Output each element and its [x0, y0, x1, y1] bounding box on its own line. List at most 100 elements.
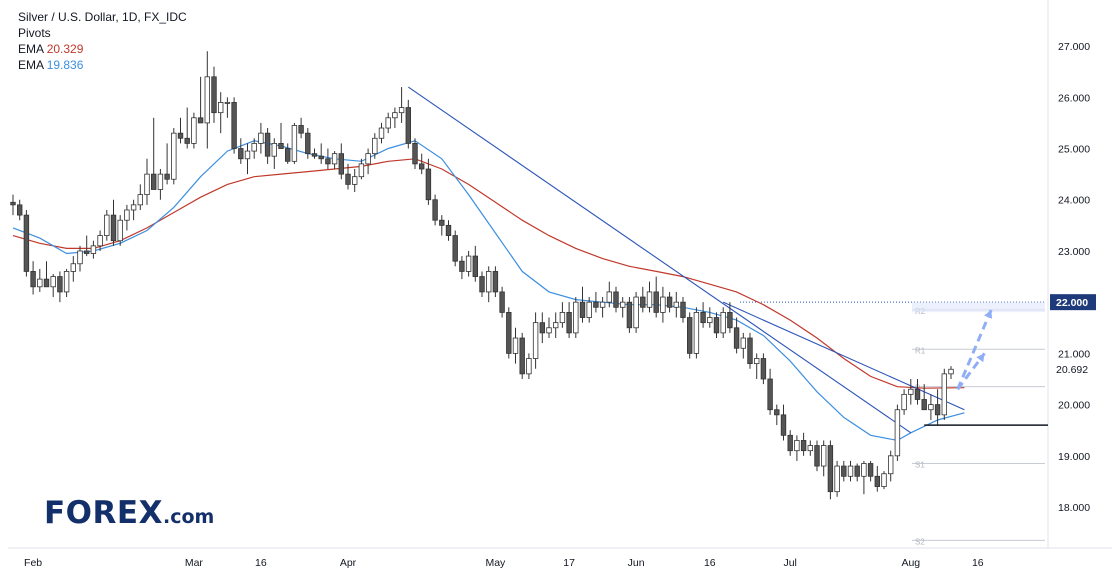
pivot-label-s2: S2 [915, 537, 925, 546]
candle [633, 291, 639, 333]
y-tick-label: 24.000 [1058, 195, 1090, 207]
candle [432, 194, 438, 226]
candle-body [914, 388, 921, 400]
candle-body [418, 163, 425, 170]
candle [492, 266, 499, 298]
candle-body [472, 255, 478, 277]
candle [720, 307, 726, 339]
candle-body [934, 404, 941, 416]
candle [365, 148, 371, 175]
candle [57, 271, 63, 303]
candle-body [720, 312, 726, 334]
candle [418, 153, 425, 175]
candle [425, 158, 432, 205]
candle [385, 112, 391, 134]
candle-body [184, 137, 190, 144]
candle-body [298, 125, 304, 134]
candle-body [874, 475, 880, 487]
candle-body [687, 317, 693, 354]
candle-body [104, 214, 110, 236]
candle [43, 261, 50, 288]
candle [311, 148, 318, 159]
candle-body [553, 322, 559, 329]
candle-body [385, 117, 391, 129]
candle [171, 128, 177, 185]
candle [546, 317, 552, 339]
candle [526, 353, 532, 379]
candle [231, 97, 237, 154]
last-price-box [1050, 361, 1096, 378]
candle-body [271, 143, 277, 157]
candle-body [224, 102, 231, 104]
candle [861, 460, 867, 495]
candle [780, 404, 787, 441]
candle [673, 291, 679, 318]
candle-body [620, 301, 626, 308]
candle-body [901, 393, 907, 411]
candle-body [733, 327, 740, 349]
candle-body [834, 465, 840, 493]
forecast-arrow-head-2 [984, 309, 993, 319]
candle [727, 302, 733, 333]
candle [137, 184, 143, 210]
candle-body [378, 127, 385, 139]
candle [881, 471, 887, 490]
candle [693, 307, 700, 359]
ema-fast-line [12, 158, 965, 389]
pivots-label: Pivots [18, 26, 51, 40]
y-tick-label: 27.000 [1058, 41, 1090, 53]
candle [646, 281, 653, 313]
candle [405, 99, 411, 149]
candle [177, 117, 184, 144]
x-tick-label: Mar [185, 557, 204, 569]
x-tick-label: 17 [563, 557, 575, 569]
candle-body [700, 312, 706, 324]
candle [77, 245, 83, 272]
x-tick-label: Aug [901, 557, 920, 569]
candle-body [63, 271, 70, 293]
candle [921, 384, 927, 411]
forex-logo: FOREX.com [44, 495, 215, 531]
candle [774, 404, 780, 426]
candle [700, 302, 706, 328]
candle-body [546, 327, 552, 334]
candle [351, 169, 358, 193]
candle-body [130, 204, 137, 211]
candle-body [606, 291, 612, 303]
candle [157, 169, 164, 200]
candle [372, 133, 378, 159]
candle-body [948, 368, 954, 375]
candle-body [573, 301, 579, 334]
candle [358, 158, 365, 180]
trendline-1 [407, 86, 912, 434]
candle [130, 199, 137, 221]
candle-body [660, 296, 666, 313]
candle [164, 143, 170, 185]
candle-body [566, 312, 572, 334]
candle [84, 235, 90, 257]
candle [559, 302, 566, 328]
candle-body [841, 465, 847, 477]
candle [867, 460, 874, 482]
candle [841, 460, 847, 482]
candle-body [459, 260, 465, 272]
candle [345, 163, 351, 190]
y-tick-label: 20.000 [1058, 400, 1090, 412]
candle-body [539, 322, 545, 334]
candle [10, 194, 16, 216]
forecast-arrows [956, 309, 993, 391]
candle [506, 307, 512, 359]
candle [104, 209, 110, 241]
candle-body [57, 276, 63, 293]
candle-body [780, 414, 787, 436]
candle-body [432, 199, 438, 221]
pivot-label-s1: S1 [915, 460, 925, 469]
candle [264, 128, 271, 164]
candle [479, 271, 485, 298]
candle-body [97, 235, 103, 247]
candle [660, 286, 666, 323]
candle-body [506, 312, 512, 354]
candle [888, 450, 894, 482]
candle-body [405, 107, 411, 144]
